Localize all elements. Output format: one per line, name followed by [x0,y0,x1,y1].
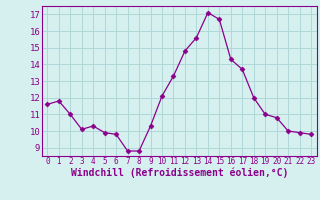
X-axis label: Windchill (Refroidissement éolien,°C): Windchill (Refroidissement éolien,°C) [70,168,288,178]
